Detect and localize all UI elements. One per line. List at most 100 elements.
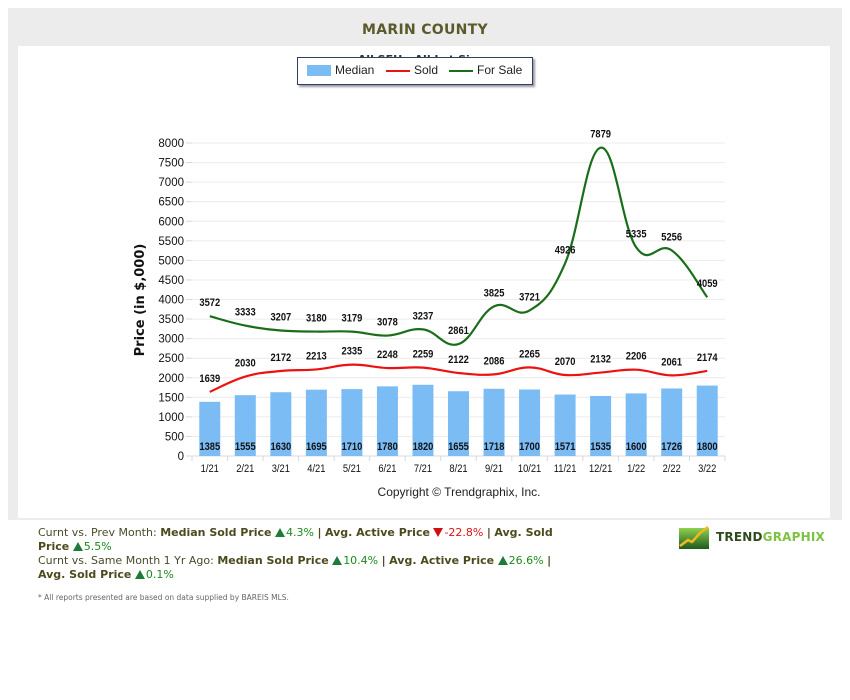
sold-data-label: 2070 [555, 356, 576, 368]
legend-swatch-median [307, 65, 331, 76]
arrow-down-icon [433, 528, 444, 537]
legend-swatch-sold [386, 70, 410, 72]
for-sale-data-label: 3237 [413, 311, 434, 323]
sold-data-label: 2259 [413, 349, 434, 361]
y-tick-label: 1500 [158, 392, 184, 404]
y-tick-label: 2500 [158, 353, 184, 365]
arrow-up-icon [275, 528, 286, 537]
median-data-label: 1385 [199, 441, 220, 453]
y-tick-label: 6000 [158, 216, 184, 228]
x-tick-label: 2/21 [236, 463, 254, 475]
for-sale-data-label: 5335 [626, 229, 647, 241]
x-tick-label: 6/21 [378, 463, 396, 475]
median-bar [234, 395, 256, 456]
for-sale-data-label: 4926 [555, 245, 576, 257]
trend-chart-icon [679, 526, 709, 549]
for-sale-data-label: 3825 [484, 288, 505, 300]
y-tick-label: 6500 [158, 197, 184, 209]
sold-data-label: 2213 [306, 351, 327, 363]
stat-value: 5.5% [83, 540, 112, 553]
median-bar [483, 388, 505, 456]
x-tick-label: 3/21 [272, 463, 290, 475]
sold-data-label: 2086 [484, 356, 505, 368]
median-data-label: 1780 [377, 441, 398, 453]
sold-data-label: 2248 [377, 349, 398, 361]
y-axis-label: Price (in $,000) [133, 244, 148, 357]
median-bar [305, 389, 327, 456]
logo-text: TRENDGRAPHIX [716, 530, 825, 544]
x-tick-label: 5/21 [343, 463, 361, 475]
x-tick-label: 1/22 [627, 463, 645, 475]
separator: | [486, 526, 491, 539]
median-bars [199, 384, 718, 456]
sold-data-label: 2172 [270, 352, 291, 364]
arrow-up-icon [332, 556, 343, 565]
stat-name: Median Sold Price [160, 526, 272, 539]
median-data-label: 1535 [590, 441, 611, 453]
stat-value: 0.1% [145, 568, 174, 581]
separator: | [547, 554, 552, 567]
y-tick-label: 7000 [158, 177, 184, 189]
y-tick-label: 500 [165, 431, 184, 443]
data-labels: 1385 1555 1630 1695 1710 1780 1820 1655 1718 1700… [199, 129, 718, 453]
separator: | [381, 554, 386, 567]
for-sale-data-label: 7879 [590, 129, 611, 141]
arrow-up-icon [134, 570, 145, 579]
median-data-label: 1800 [697, 441, 718, 453]
legend-label-median: Median [335, 63, 375, 77]
median-bar [448, 391, 469, 456]
sold-data-label: 1639 [199, 373, 220, 385]
stats-summary: Curnt vs. Prev Month: Median Sold Price … [38, 526, 558, 582]
x-tick-label: 8/21 [449, 463, 467, 475]
stat-name: Avg. Active Price [325, 526, 430, 539]
x-tick-label: 2/22 [663, 463, 681, 475]
for-sale-data-label: 3179 [342, 313, 363, 325]
y-tick-label: 7500 [158, 158, 184, 170]
trendgraphix-logo: TRENDGRAPHIX [678, 524, 838, 550]
median-data-label: 1820 [413, 441, 434, 453]
for-sale-data-label: 5256 [661, 232, 682, 244]
stat-value: 26.6% [508, 554, 544, 567]
median-bar [554, 394, 576, 456]
y-tick-label: 4000 [158, 295, 184, 307]
x-tick-label: 10/21 [518, 463, 542, 475]
arrow-up-icon [497, 556, 508, 565]
median-data-label: 1718 [484, 441, 505, 453]
x-tick-label: 3/22 [698, 463, 716, 475]
median-bar [199, 401, 221, 456]
x-tick-label: 11/21 [554, 463, 577, 475]
arrow-up-icon [72, 542, 83, 551]
for-sale-data-label: 3333 [235, 307, 256, 319]
sold-data-label: 2335 [342, 346, 363, 358]
median-data-label: 1600 [626, 441, 647, 453]
legend-label-sold: Sold [414, 63, 439, 77]
stat-value: 10.4% [343, 554, 379, 567]
for-sale-data-label: 3078 [377, 317, 398, 329]
for-sale-data-label: 3207 [270, 312, 291, 324]
chart-legend: Median Sold For Sale [297, 57, 533, 85]
x-tick-label: 7/21 [414, 463, 432, 475]
y-tick-label: 2000 [158, 373, 184, 385]
stat-name: Avg. Sold Price [38, 526, 553, 553]
sold-data-label: 2030 [235, 358, 256, 370]
stat-name: Avg. Sold Price [38, 568, 132, 581]
median-data-label: 1555 [235, 441, 256, 453]
sold-data-label: 2122 [448, 354, 469, 366]
y-tick-label: 5500 [158, 236, 184, 248]
median-data-label: 1700 [519, 441, 540, 453]
median-bar [661, 388, 683, 456]
median-bar [412, 384, 434, 456]
median-bar [270, 392, 292, 456]
sold-data-label: 2206 [626, 351, 647, 363]
median-data-label: 1710 [342, 441, 363, 453]
median-bar [519, 389, 541, 456]
stat-value: -22.8% [444, 526, 484, 539]
y-tick-label: 1000 [158, 412, 184, 424]
median-bar [625, 393, 647, 456]
x-tick-label: 1/21 [201, 463, 219, 475]
legend-swatch-for-sale [449, 70, 473, 72]
sold-data-label: 2174 [697, 352, 718, 364]
median-bar [696, 385, 718, 456]
for-sale-data-label: 3180 [306, 313, 327, 325]
sold-data-label: 2061 [661, 357, 682, 369]
